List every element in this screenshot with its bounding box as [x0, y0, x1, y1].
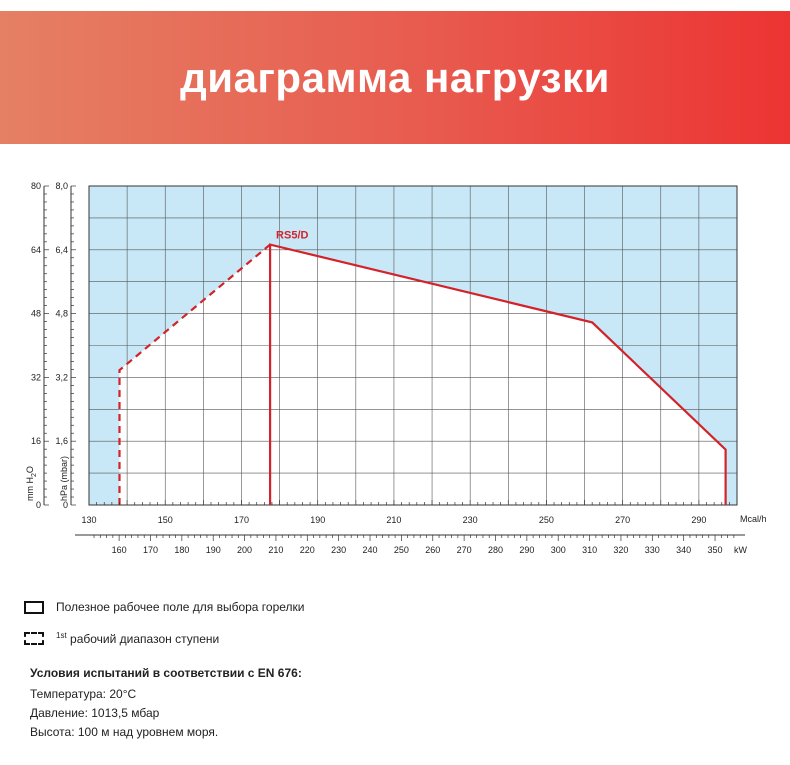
series-label: RS5/D: [276, 230, 308, 242]
y-tick-label-mmh2o: 32: [31, 372, 41, 382]
x-tick-label-kw: 210: [268, 545, 283, 555]
x-tick-label-kw: 170: [143, 545, 158, 555]
x-tick-label-kw: 350: [708, 545, 723, 555]
dashed-box-icon: [24, 632, 44, 645]
x-tick-label-kw: 290: [519, 545, 534, 555]
x-tick-label-kw: 180: [174, 545, 189, 555]
page-title: диаграмма нагрузки: [180, 53, 610, 101]
y-tick-label-hpa: 4,8: [55, 309, 68, 319]
x-tick-label-mcal: 170: [234, 515, 249, 525]
legend-first-stage: 1st рабочий диапазон ступени: [24, 631, 219, 646]
y-tick-label-hpa: 0: [63, 500, 68, 510]
y-tick-label-hpa: 3,2: [55, 372, 68, 382]
x-tick-label-kw: 190: [206, 545, 221, 555]
y-tick-label-hpa: 8,0: [55, 181, 68, 191]
y-tick-label-mmh2o: 80: [31, 181, 41, 191]
plot-frame: [88, 185, 738, 506]
y-label-mmh2o: mm H2O: [25, 466, 38, 501]
conditions-pressure: Давление: 1013,5 мбар: [30, 706, 160, 720]
y-axes: 0 0 16 1,6 32 3,2 48 4,8 64 6,4 80 8,0: [31, 181, 76, 510]
x-tick-label-kw: 230: [331, 545, 346, 555]
x-tick-label-mcal: 190: [310, 515, 325, 525]
x-tick-label-kw: 240: [363, 545, 378, 555]
x-tick-label-kw: 330: [645, 545, 660, 555]
header-banner: диаграмма нагрузки: [0, 11, 790, 144]
legend-stage-sup: 1st: [56, 631, 67, 640]
x-tick-label-mcal: 290: [691, 515, 706, 525]
legend-working-field-label: Полезное рабочее поле для выбора горелки: [56, 600, 305, 614]
x-tick-label-mcal: 230: [463, 515, 478, 525]
conditions-altitude: Высота: 100 м над уровнем моря.: [30, 725, 219, 739]
x-axes: 130 150 170 190 210 230 250 270 290 160 170 180 190 2…: [75, 500, 745, 555]
x-tick-label-kw: 250: [394, 545, 409, 555]
x-tick-label-mcal: 210: [386, 515, 401, 525]
conditions-title: Условия испытаний в соответствии с EN 67…: [30, 666, 302, 680]
x-unit-mcal: Mcal/h: [740, 514, 767, 524]
y-tick-label-mmh2o: 0: [36, 500, 41, 510]
x-tick-label-mcal: 130: [81, 515, 96, 525]
legend-stage-label: 1st рабочий диапазон ступени: [56, 631, 220, 646]
x-tick-label-mcal: 150: [158, 515, 173, 525]
y-label-hpa: hPa (mbar): [59, 456, 69, 501]
x-tick-label-kw: 340: [676, 545, 691, 555]
y-tick-label-mmh2o: 64: [31, 245, 41, 255]
x-tick-label-mcal: 250: [539, 515, 554, 525]
grid-lines: [89, 186, 737, 505]
conditions-temperature: Температура: 20°C: [30, 687, 137, 701]
y-tick-label-mmh2o: 16: [31, 436, 41, 446]
x-tick-label-kw: 200: [237, 545, 252, 555]
first-stage-line: [118, 243, 271, 505]
y-tick-label-hpa: 1,6: [55, 436, 68, 446]
legend-working-field: Полезное рабочее поле для выбора горелки: [24, 600, 305, 614]
x-tick-label-kw: 300: [551, 545, 566, 555]
x-unit-kw: kW: [734, 545, 748, 555]
x-tick-label-kw: 280: [488, 545, 503, 555]
x-tick-label-kw: 310: [582, 545, 597, 555]
x-tick-label-kw: 220: [300, 545, 315, 555]
x-tick-label-kw: 160: [112, 545, 127, 555]
y-tick-label-mmh2o: 48: [31, 309, 41, 319]
x-tick-label-mcal: 270: [615, 515, 630, 525]
y-tick-label-hpa: 6,4: [55, 245, 68, 255]
x-tick-label-kw: 260: [425, 545, 440, 555]
x-tick-label-kw: 320: [613, 545, 628, 555]
solid-box-icon: [24, 600, 44, 614]
load-diagram-chart: RS5/D 0 0 16 1,6 32 3,2 48 4,8 64 6,4 80 8,0 130 150…: [25, 181, 767, 555]
x-tick-label-kw: 270: [457, 545, 472, 555]
working-field-line: [269, 243, 727, 505]
